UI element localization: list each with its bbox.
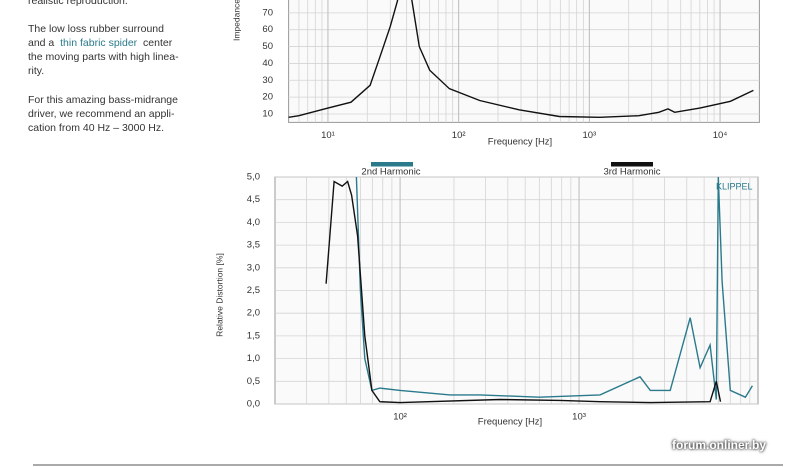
text-line: For this amazing bass-midrange (28, 94, 178, 106)
text: center (143, 37, 173, 49)
plot-lines (325, 176, 753, 404)
y-tick-label: 3,5 (247, 240, 260, 251)
y-tick-label: 0,5 (247, 376, 260, 387)
y-tick-label: 10 (262, 108, 273, 119)
y-tick-label: 4,0 (247, 217, 260, 228)
text-line: the moving parts with high linea- (28, 51, 179, 63)
plot-lines (288, 0, 754, 119)
y-tick-label: 2,5 (247, 285, 260, 296)
x-tick-label: 10⁴ (713, 130, 728, 141)
legend-label: 3rd Harmonic (603, 167, 660, 178)
series-line (355, 176, 753, 400)
annotation: KLIPPEL (716, 181, 753, 191)
y-tick-label: 5,0 (247, 172, 260, 183)
y-tick-label: 4,5 (247, 194, 260, 205)
x-axis-label: Frequency [Hz] (478, 417, 542, 428)
y-tick-label: 30 (262, 75, 273, 86)
x-tick-label: 10³ (582, 130, 596, 141)
y-tick-label: 2,0 (247, 308, 260, 319)
text-line: The low loss rubber surround (28, 23, 164, 35)
text-line: rity. (28, 65, 45, 77)
legend-swatch (611, 162, 653, 167)
y-tick-label: 40 (262, 58, 273, 69)
text-line: driver, we recommend an appli- (28, 108, 175, 120)
y-tick-label: 70 (262, 7, 273, 18)
series-line (325, 180, 722, 404)
x-tick-label: 10¹ (321, 130, 335, 141)
text: and a (28, 37, 55, 49)
y-tick-label: 50 (262, 41, 273, 52)
y-tick-label: 60 (262, 24, 273, 35)
y-axis-label: Relative Distortion [%] (214, 253, 224, 337)
x-tick-label: 10² (393, 412, 407, 423)
y-axis-label: Impedance (231, 0, 241, 41)
x-axis-label: Frequency [Hz] (488, 137, 552, 148)
series-line (288, 0, 754, 119)
highlight: thin fabric spider (60, 37, 138, 49)
y-tick-label: 20 (262, 92, 273, 103)
x-tick-label: 10³ (572, 412, 586, 423)
y-tick-label: 3,0 (247, 262, 260, 273)
text-line: cation from 40 Hz – 3000 Hz. (28, 122, 164, 134)
y-tick-label: 1,5 (247, 330, 260, 341)
text-line: and a thin fabric spider center (28, 36, 172, 50)
y-tick-label: 1,0 (247, 353, 260, 364)
text-line: realistic reproduction. (28, 0, 128, 7)
watermark: forum.onliner.by (672, 438, 767, 452)
plot-area (288, 0, 760, 123)
legend-swatch (371, 162, 413, 167)
x-tick-label: 10² (452, 130, 466, 141)
legend-label: 2nd Harmonic (361, 167, 420, 178)
y-tick-label: 0,0 (247, 399, 260, 410)
